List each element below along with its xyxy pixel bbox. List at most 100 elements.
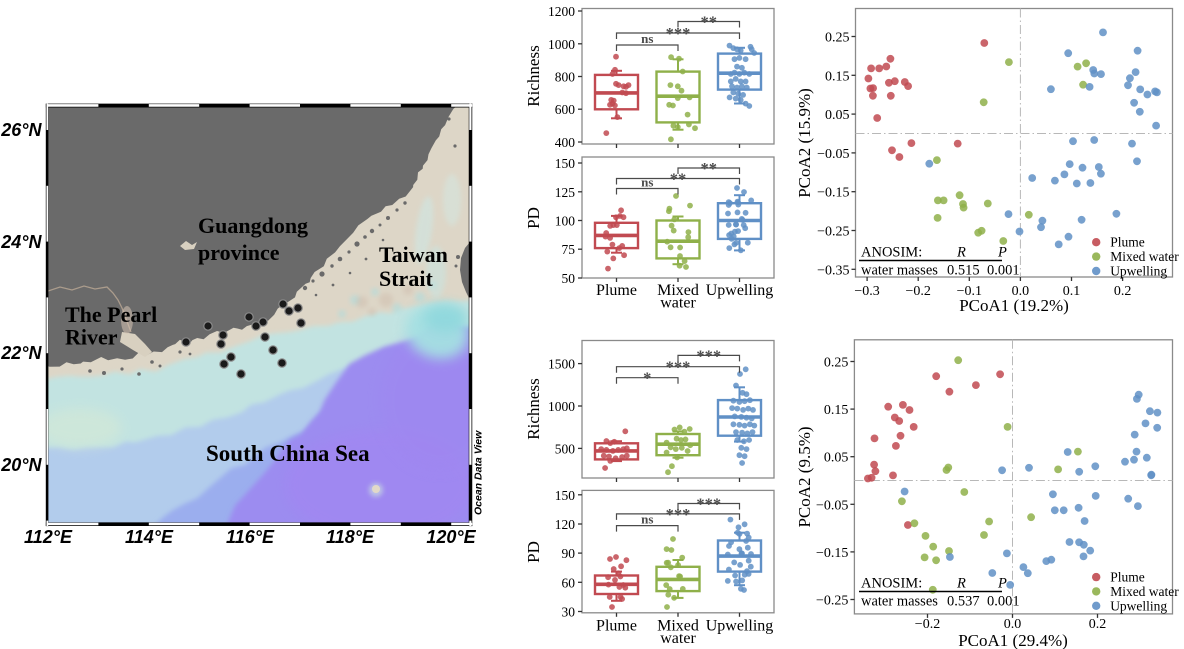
svg-text:River: River	[65, 325, 118, 350]
svg-text:1000: 1000	[548, 37, 575, 52]
svg-text:−0.15: −0.15	[816, 546, 848, 561]
svg-text:0.25: 0.25	[825, 31, 850, 46]
svg-text:P: P	[997, 245, 1007, 261]
svg-text:−0.25: −0.25	[817, 225, 849, 240]
svg-text:118°E: 118°E	[326, 527, 375, 547]
svg-text:Plume: Plume	[596, 282, 637, 299]
svg-text:ns: ns	[641, 31, 653, 46]
svg-text:Upwelling: Upwelling	[1110, 264, 1167, 279]
svg-text:20°N: 20°N	[0, 455, 42, 475]
svg-text:***: ***	[666, 24, 691, 43]
svg-text:*: *	[643, 369, 651, 388]
svg-text:ANOSIM:: ANOSIM:	[861, 576, 922, 592]
svg-text:Mixed: Mixed	[657, 282, 699, 299]
svg-text:**: **	[670, 170, 687, 189]
svg-text:ANOSIM:: ANOSIM:	[861, 245, 922, 261]
svg-text:The Pearl: The Pearl	[65, 302, 157, 327]
svg-text:P: P	[997, 576, 1007, 592]
svg-text:PCoA1 (29.4%): PCoA1 (29.4%)	[958, 631, 1068, 649]
svg-text:Upwelling: Upwelling	[1110, 598, 1167, 613]
svg-text:Upwelling: Upwelling	[706, 618, 774, 635]
svg-text:ns: ns	[641, 512, 653, 527]
svg-text:150: 150	[555, 156, 576, 171]
svg-text:water: water	[660, 295, 696, 312]
svg-text:Richness: Richness	[524, 45, 543, 106]
svg-text:1200: 1200	[548, 4, 575, 19]
svg-text:0.05: 0.05	[825, 108, 850, 123]
svg-text:−0.25: −0.25	[816, 594, 848, 609]
svg-text:50: 50	[562, 271, 576, 286]
svg-text:Plume: Plume	[1110, 570, 1145, 585]
svg-text:Mixed: Mixed	[657, 618, 699, 635]
svg-text:Mixed water: Mixed water	[1110, 249, 1179, 264]
svg-text:30: 30	[562, 605, 576, 620]
svg-text:PD: PD	[524, 207, 543, 229]
svg-text:−0.1: −0.1	[957, 284, 982, 299]
svg-text:600: 600	[555, 102, 576, 117]
svg-text:province: province	[198, 240, 280, 265]
svg-text:PCoA2 (15.9%): PCoA2 (15.9%)	[795, 88, 814, 198]
svg-text:75: 75	[562, 242, 576, 257]
svg-text:500: 500	[555, 441, 576, 456]
svg-text:116°E: 116°E	[226, 527, 275, 547]
svg-text:0.2: 0.2	[1114, 284, 1132, 299]
svg-text:150: 150	[555, 488, 576, 503]
svg-text:Strait: Strait	[379, 266, 433, 291]
svg-text:Mixed water: Mixed water	[1110, 584, 1179, 599]
svg-text:R: R	[956, 576, 966, 592]
svg-text:South China Sea: South China Sea	[206, 441, 370, 466]
svg-text:Guangdong: Guangdong	[198, 213, 308, 238]
svg-text:114°E: 114°E	[125, 527, 174, 547]
svg-text:60: 60	[562, 575, 576, 590]
svg-text:−0.2: −0.2	[915, 617, 940, 632]
svg-text:90: 90	[562, 546, 576, 561]
svg-text:Upwelling: Upwelling	[706, 282, 774, 299]
svg-text:−0.15: −0.15	[817, 186, 849, 201]
svg-text:Plume: Plume	[1110, 235, 1145, 250]
svg-text:***: ***	[666, 505, 691, 524]
svg-text:−0.05: −0.05	[816, 498, 848, 513]
svg-text:R: R	[956, 245, 966, 261]
svg-text:0.001: 0.001	[987, 263, 1020, 279]
svg-text:800: 800	[555, 70, 576, 85]
svg-text:0.0: 0.0	[1004, 617, 1022, 632]
svg-text:1000: 1000	[548, 399, 575, 414]
svg-text:26°N: 26°N	[0, 120, 42, 140]
svg-text:water masses: water masses	[861, 263, 938, 279]
svg-text:Ocean Data View: Ocean Data View	[473, 430, 485, 515]
svg-text:−0.05: −0.05	[817, 147, 849, 162]
svg-text:0.515: 0.515	[947, 263, 980, 279]
svg-text:0.15: 0.15	[824, 403, 849, 418]
svg-text:PCoA2 (9.5%): PCoA2 (9.5%)	[795, 426, 814, 527]
svg-text:22°N: 22°N	[0, 343, 42, 363]
svg-text:24°N: 24°N	[0, 232, 42, 252]
svg-text:water masses: water masses	[861, 594, 938, 610]
svg-text:0.001: 0.001	[987, 594, 1020, 610]
svg-text:Richness: Richness	[524, 378, 543, 439]
svg-text:−0.2: −0.2	[905, 284, 930, 299]
svg-text:0.537: 0.537	[947, 594, 980, 610]
svg-text:0.25: 0.25	[824, 356, 849, 371]
svg-text:PD: PD	[524, 541, 543, 563]
svg-text:125: 125	[555, 185, 576, 200]
svg-text:0.0: 0.0	[1012, 284, 1030, 299]
svg-text:water: water	[660, 630, 696, 647]
svg-text:***: ***	[696, 346, 721, 365]
svg-text:0.05: 0.05	[824, 451, 849, 466]
svg-text:100: 100	[555, 214, 576, 229]
svg-text:ns: ns	[641, 175, 653, 190]
svg-text:0.1: 0.1	[1063, 284, 1081, 299]
svg-text:112°E: 112°E	[24, 527, 73, 547]
svg-text:1500: 1500	[548, 357, 575, 372]
svg-text:−0.35: −0.35	[817, 263, 849, 278]
svg-text:Plume: Plume	[596, 618, 637, 635]
svg-text:**: **	[701, 13, 718, 32]
svg-text:400: 400	[555, 135, 576, 150]
svg-text:0.2: 0.2	[1089, 617, 1107, 632]
svg-text:0.15: 0.15	[825, 69, 850, 84]
svg-text:***: ***	[666, 358, 691, 377]
svg-text:**: **	[701, 159, 718, 178]
svg-text:120: 120	[555, 517, 576, 532]
svg-text:***: ***	[696, 495, 721, 514]
svg-text:−0.3: −0.3	[854, 284, 879, 299]
